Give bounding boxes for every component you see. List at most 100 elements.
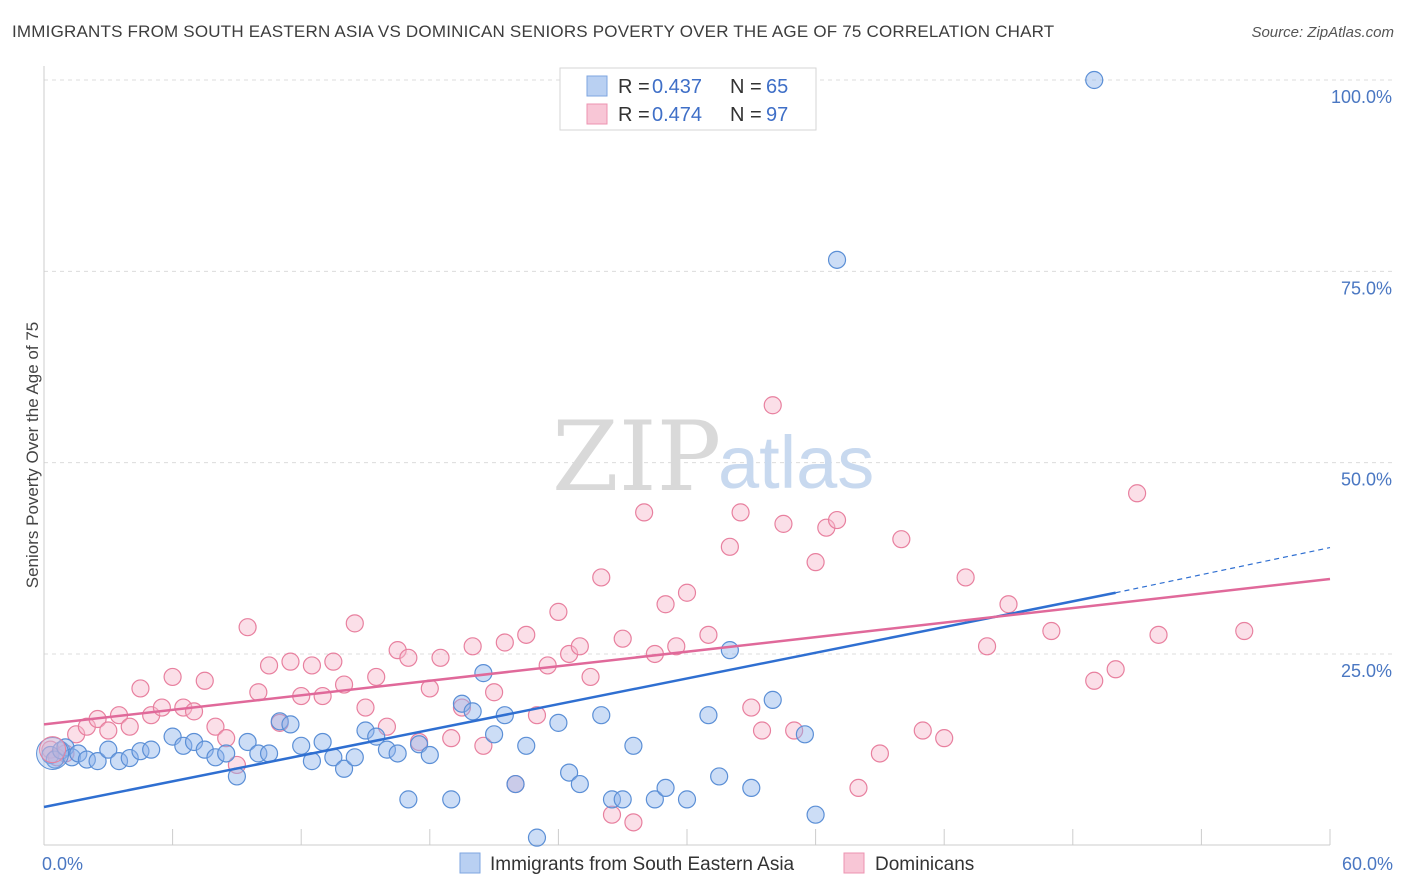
point-sea — [699, 706, 718, 725]
point-sea — [281, 715, 300, 734]
point-dominican — [474, 736, 493, 755]
point-dominican — [131, 679, 150, 698]
point-dominican — [345, 614, 364, 633]
point-dominican — [495, 633, 514, 652]
point-sea — [827, 250, 847, 269]
point-sea — [485, 725, 504, 744]
point-sea — [549, 713, 568, 732]
legend-r-value-1: 0.437 — [652, 76, 702, 98]
point-sea — [292, 736, 311, 755]
point-dominican — [667, 637, 686, 656]
point-sea — [742, 778, 761, 798]
point-dominican — [367, 667, 386, 687]
point-sea — [238, 732, 257, 752]
series-legend-label-2: Dominicans — [875, 854, 974, 875]
point-sea — [217, 744, 236, 763]
point-sea — [270, 712, 289, 731]
series-legend-label-1: Immigrants from South Eastern Asia — [490, 854, 795, 875]
series-legend: Immigrants from South Eastern Asia Domin… — [459, 852, 974, 875]
legend-n-label-1: N = — [730, 76, 762, 98]
source-credit: Source: ZipAtlas.com — [1251, 24, 1394, 41]
point-dominican — [913, 721, 932, 740]
legend-n-label-2: N = — [730, 104, 762, 126]
point-dominican — [452, 698, 472, 717]
point-dominican — [956, 568, 975, 587]
point-sea — [120, 748, 139, 768]
tick-labels: 25.0% 50.0% 75.0% 100.0% 0.0% 60.0% — [42, 87, 1393, 874]
point-dominican — [463, 637, 482, 656]
point-dominican — [613, 629, 632, 648]
y-tick-label: 75.0% — [1341, 278, 1392, 298]
axes — [43, 66, 1331, 846]
point-sea — [463, 702, 482, 721]
point-sea — [142, 740, 161, 759]
point-sea — [613, 790, 632, 809]
point-sea — [795, 725, 814, 744]
point-dominican — [570, 637, 589, 656]
point-sea — [109, 752, 129, 771]
point-sea — [710, 767, 729, 786]
point-dominican — [206, 717, 225, 736]
point-sea — [645, 790, 664, 809]
point-sea — [602, 790, 622, 809]
point-dominican — [774, 514, 793, 533]
point-dominican — [1127, 484, 1147, 503]
point-sea-cluster — [36, 736, 70, 770]
point-sea — [345, 748, 364, 767]
point-dominican — [763, 396, 782, 415]
point-dominican — [99, 721, 118, 740]
point-dominican — [635, 503, 654, 522]
y-axis-label: Seniors Poverty Over the Age of 75 — [23, 322, 42, 588]
watermark: ZIP atlas — [552, 401, 874, 513]
point-dominican — [731, 503, 750, 522]
trend-line-sea-extension — [1115, 547, 1331, 594]
point-dominican — [549, 602, 568, 621]
grid-lines — [44, 79, 1395, 655]
point-dominican — [720, 537, 739, 556]
point-dominican — [849, 778, 868, 798]
legend-swatch-blue — [586, 75, 608, 97]
point-sea — [313, 732, 332, 752]
point-dominican — [785, 721, 804, 740]
point-dominican — [517, 625, 536, 644]
point-dominican — [324, 652, 343, 671]
point-dominican — [538, 656, 557, 675]
y-tick-label: 100.0% — [1331, 87, 1392, 107]
point-sea — [806, 805, 825, 824]
point-dominican — [656, 595, 675, 614]
legend-r-label-2: R = — [618, 104, 650, 126]
trend-line-sea — [43, 591, 1116, 809]
point-sea — [763, 690, 782, 709]
legend-r-value-2: 0.474 — [652, 104, 702, 126]
point-sea — [570, 774, 589, 794]
point-dominican — [527, 706, 547, 725]
point-dominican — [399, 648, 418, 667]
point-dominican — [1235, 621, 1254, 641]
point-dominican — [249, 683, 268, 702]
point-dominican-cluster — [39, 736, 67, 764]
point-dominican — [485, 683, 504, 702]
point-dominican — [356, 698, 375, 717]
point-dominican — [742, 698, 761, 717]
x-tick-label: 0.0% — [42, 854, 83, 874]
point-dominican — [195, 671, 214, 690]
point-sea — [99, 740, 118, 759]
legend-n-value-1: 65 — [766, 76, 788, 98]
trend-line-dominican — [43, 577, 1331, 726]
point-sea — [720, 641, 739, 660]
point-dominican — [999, 595, 1018, 614]
point-dominican — [120, 717, 139, 736]
point-dominican — [431, 648, 450, 667]
y-tick-label: 25.0% — [1341, 661, 1392, 681]
point-sea — [259, 744, 279, 763]
point-dominican — [1042, 621, 1061, 641]
point-dominican — [1085, 671, 1104, 690]
point-sea — [506, 774, 525, 794]
series-legend-swatch-pink — [843, 852, 865, 874]
point-dominican — [163, 667, 182, 687]
watermark-atlas: atlas — [718, 421, 874, 504]
point-dominican — [259, 656, 279, 675]
point-dominican — [870, 744, 890, 763]
point-dominican — [1149, 625, 1168, 644]
point-dominican — [581, 667, 600, 687]
